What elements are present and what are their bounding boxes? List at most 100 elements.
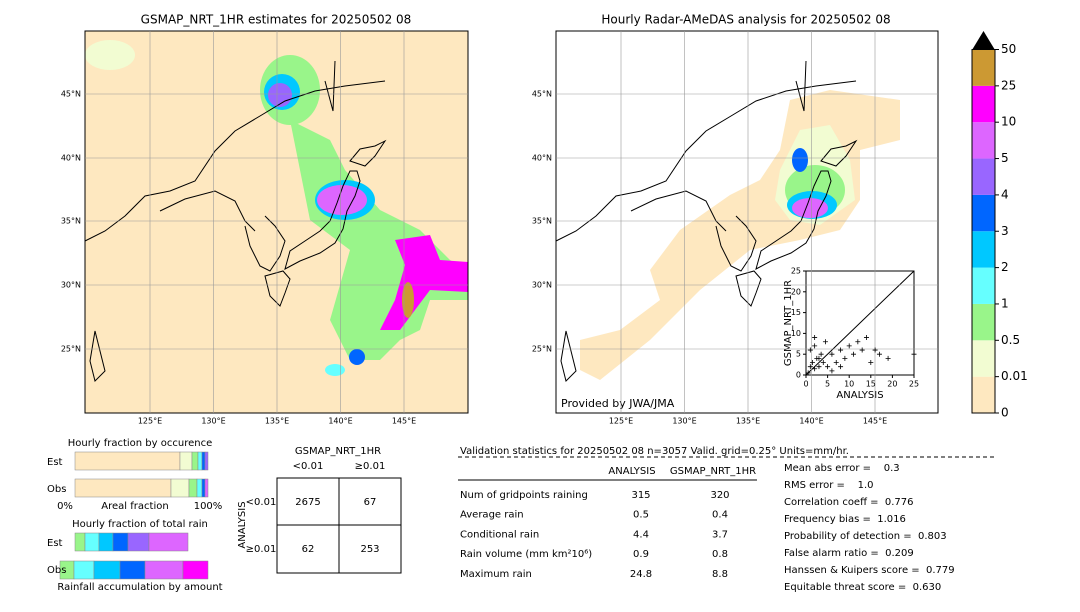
x-tick-label: 20	[887, 380, 897, 389]
lat-label: 30°N	[532, 281, 552, 290]
colorbar-segment	[972, 194, 995, 232]
colorbar-label: 25	[1001, 78, 1016, 92]
y-tick-label: 15	[791, 308, 801, 317]
lat-label: 30°N	[61, 281, 81, 290]
colorbar-segment	[972, 340, 995, 377]
scatter-point	[805, 370, 811, 376]
row-label: Rain volume (mm km²10⁶)	[460, 549, 592, 560]
colorbar-segment	[972, 158, 995, 195]
cell: 315	[631, 490, 650, 501]
scatter-xlabel: ANALYSIS	[836, 390, 883, 401]
cell: 0.4	[712, 510, 728, 521]
x-tick-label: 15	[866, 380, 876, 389]
colorbar-segment	[972, 122, 995, 159]
map-title: Hourly Radar-AMeDAS analysis for 2025050…	[601, 13, 890, 27]
col-label: <0.01	[293, 461, 324, 472]
lat-label: 40°N	[61, 154, 81, 163]
lon-label: 125°E	[609, 417, 633, 426]
row-label: Obs	[47, 484, 66, 495]
lon-label: 130°E	[201, 417, 225, 426]
score: Hanssen & Kuipers score = 0.779	[784, 565, 955, 576]
scatter-point	[911, 351, 917, 357]
colorbar-label: 4	[1001, 187, 1009, 201]
colorbar-segment	[972, 267, 995, 304]
cell: 0.8	[712, 549, 728, 560]
lat-label: 45°N	[532, 90, 552, 99]
panel-title: Hourly fraction of total rain	[72, 519, 208, 530]
scatter-point	[838, 347, 844, 353]
col-label: ≥0.01	[355, 461, 386, 472]
scatter-point	[868, 360, 874, 366]
x-tick-label: 25	[909, 380, 919, 389]
scatter-point	[812, 335, 818, 341]
row-label: Est	[47, 457, 63, 468]
x-tick-label: 0	[803, 380, 808, 389]
scatter-point	[812, 343, 818, 349]
row-label: Est	[47, 538, 63, 549]
scatter-point	[851, 351, 857, 357]
row-label: <0.01	[246, 497, 277, 508]
cell: 8.8	[712, 569, 728, 580]
total-rain-bars	[59, 532, 209, 580]
map-title: GSMAP_NRT_1HR estimates for 20250502 08	[141, 13, 412, 27]
lon-label: 125°E	[138, 417, 162, 426]
x-tick-label: 5	[825, 380, 830, 389]
row-label: Num of gridpoints raining	[460, 490, 588, 501]
scatter-point	[846, 343, 852, 349]
colorbar-segment	[972, 303, 995, 341]
score: Probability of detection = 0.803	[784, 531, 947, 542]
cell: 4.4	[633, 529, 649, 540]
row-label: Average rain	[460, 510, 524, 521]
lon-label: 130°E	[672, 417, 696, 426]
colorbar-label: 1	[1001, 296, 1009, 310]
cell: 0.5	[633, 510, 649, 521]
panel-title: Hourly fraction by occurence	[68, 438, 212, 449]
y-tick-label: 0	[796, 371, 801, 380]
cell: 0.9	[633, 549, 649, 560]
scatter-point	[818, 351, 824, 357]
scatter-point	[855, 339, 861, 345]
scatter-point	[822, 339, 828, 345]
lat-label: 35°N	[532, 217, 552, 226]
scatter-point	[809, 360, 815, 366]
row-label: ≥0.01	[246, 544, 277, 555]
validation-header: Validation statistics for 20250502 08 n=…	[460, 446, 849, 457]
scatter-point	[807, 364, 813, 370]
scatter-point	[833, 360, 839, 366]
cell: 3.7	[712, 529, 728, 540]
y-tick-label: 25	[791, 267, 801, 276]
colorbar-label: 50	[1001, 42, 1016, 56]
score: Mean abs error = 0.3	[784, 463, 900, 474]
y-tick-label: 10	[791, 329, 801, 338]
axis-label: Areal fraction	[101, 501, 168, 512]
cell: 253	[360, 544, 379, 555]
lon-label: 145°E	[392, 417, 416, 426]
scatter-point	[872, 347, 878, 353]
panel-footer: Rainfall accumulation by amount	[57, 582, 222, 593]
x-tick-label: 10	[844, 380, 854, 389]
scatter-point	[829, 368, 835, 374]
scatter-ylabel: GSMAP_NRT_1HR	[783, 280, 794, 366]
cell: 2675	[295, 497, 320, 508]
scatter-point	[863, 335, 869, 341]
colorbar-label: 10	[1001, 115, 1016, 129]
cell: 67	[364, 497, 377, 508]
colorbar-segment	[972, 85, 995, 123]
axis-label: 100%	[194, 501, 223, 512]
scatter-point	[812, 366, 818, 372]
colorbar-label: 3	[1001, 224, 1009, 238]
row-label: Maximum rain	[460, 569, 532, 580]
colorbar-label: 0.5	[1001, 333, 1020, 347]
colorbar-label: 0	[1001, 406, 1009, 420]
score: Frequency bias = 1.016	[784, 514, 906, 525]
lon-label: 135°E	[265, 417, 289, 426]
left-map	[84, 30, 469, 414]
lat-label: 45°N	[61, 90, 81, 99]
lon-label: 140°E	[799, 417, 823, 426]
colorbar-label: 2	[1001, 260, 1009, 274]
scatter-point	[885, 355, 891, 361]
colorbar-segment	[972, 231, 995, 268]
col-header: ANALYSIS	[608, 466, 655, 477]
y-tick-label: 20	[791, 287, 801, 296]
